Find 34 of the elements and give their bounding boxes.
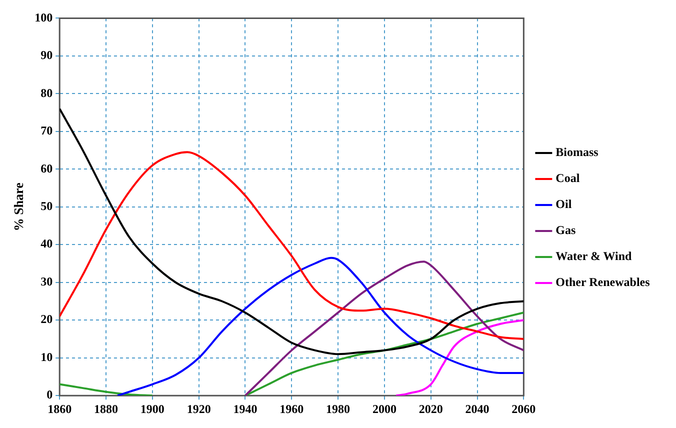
x-tick-label: 1860 bbox=[48, 402, 72, 416]
x-tick-label: 1900 bbox=[140, 402, 164, 416]
x-tick-label: 1920 bbox=[186, 402, 211, 416]
x-tick-label: 2060 bbox=[512, 402, 536, 416]
legend-label: Coal bbox=[556, 171, 580, 186]
y-tick-label: 10 bbox=[40, 350, 53, 364]
y-tick-label: 50 bbox=[40, 198, 53, 213]
legend-label: Other Renewables bbox=[556, 275, 650, 290]
y-tick-label: 80 bbox=[40, 86, 53, 100]
line-series bbox=[60, 151, 524, 340]
line-series bbox=[60, 108, 524, 356]
x-tick-label: 2000 bbox=[372, 402, 396, 416]
legend-label: Oil bbox=[556, 197, 572, 212]
x-tick-label: 1880 bbox=[94, 402, 118, 416]
y-axis-title: % Share bbox=[11, 182, 26, 232]
x-tick-label: 1960 bbox=[280, 402, 304, 416]
x-tick-label: 1940 bbox=[233, 402, 258, 416]
line-series bbox=[244, 260, 524, 396]
x-tick-label: 2040 bbox=[465, 402, 490, 416]
y-tick-label: 60 bbox=[40, 161, 53, 176]
y-tick-label: 20 bbox=[40, 312, 53, 326]
y-tick-label: 30 bbox=[40, 274, 53, 288]
y-tick-label: 100 bbox=[34, 10, 53, 24]
line-series bbox=[395, 319, 524, 396]
y-tick-label: 70 bbox=[40, 124, 53, 138]
x-tick-label: 2020 bbox=[418, 402, 443, 416]
y-tick-label: 40 bbox=[40, 236, 53, 251]
y-tick-label: 90 bbox=[40, 48, 53, 62]
line-series bbox=[116, 256, 524, 396]
x-tick-label: 1980 bbox=[326, 402, 350, 416]
legend-label: Water & Wind bbox=[556, 249, 632, 264]
legend-label: Gas bbox=[556, 223, 576, 238]
y-tick-label: 0 bbox=[46, 388, 53, 402]
legend-label: Biomass bbox=[556, 145, 599, 160]
